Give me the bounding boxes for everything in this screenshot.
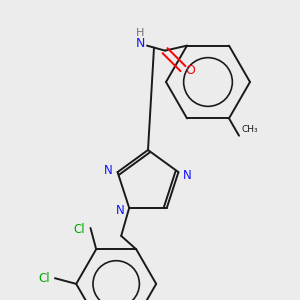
Text: Cl: Cl (74, 224, 85, 236)
Text: N: N (104, 164, 113, 177)
Text: Cl: Cl (38, 272, 50, 285)
Text: N: N (183, 169, 192, 182)
Text: N: N (116, 204, 124, 218)
Text: CH₃: CH₃ (242, 125, 259, 134)
Text: H: H (136, 28, 144, 38)
Text: O: O (185, 64, 195, 77)
Text: N: N (135, 37, 145, 50)
